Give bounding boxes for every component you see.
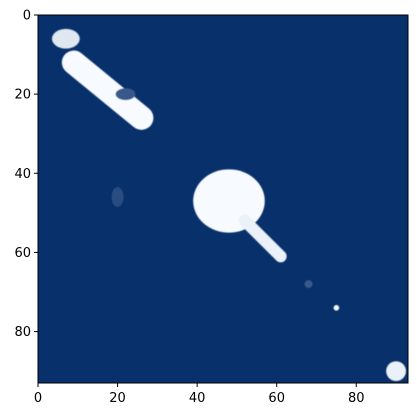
x-tick-label: 60 [268,391,285,406]
heat-blob-lower-right-cluster [386,361,407,382]
heat-blob-faint-spot-b [111,187,124,207]
plot-area [37,14,409,384]
x-tick-label: 0 [34,391,42,406]
y-axis: 0 20 40 60 80 [14,9,38,340]
heat-blob-diagonal-streak [61,50,154,130]
heat-blob-upper-left-cluster [51,28,80,49]
heat-blob-faint-spot-a [115,88,136,101]
y-tick-label: 0 [23,9,31,24]
y-tick-label: 60 [14,246,31,261]
heat-blob-faint-spot-c [304,280,313,289]
heat-blob-small-spot [333,305,340,311]
heat-blob-central-cluster-tail [238,214,287,263]
plot-frame [37,14,409,384]
x-tick-label: 20 [109,391,126,406]
y-tick-label: 80 [14,325,31,340]
x-tick-label: 40 [189,391,206,406]
x-tick-label: 80 [348,391,365,406]
x-axis: 0 20 40 60 80 [34,383,365,406]
heatmap-blobs [51,28,407,382]
y-tick-label: 20 [14,88,31,103]
y-tick-label: 40 [14,167,31,182]
